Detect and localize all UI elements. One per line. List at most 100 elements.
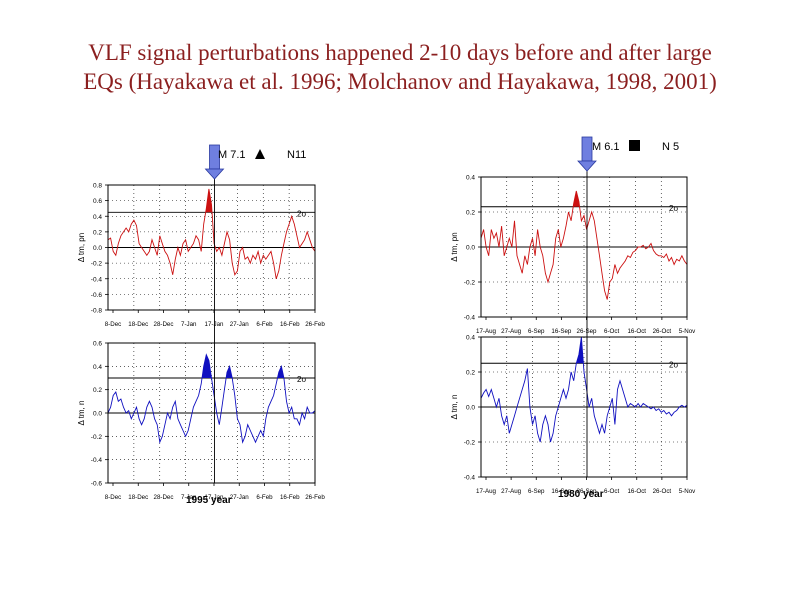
y-tick-label: 0.8 (93, 183, 102, 190)
station-label: N 5 (662, 141, 679, 153)
y-tick-label: 0.6 (93, 341, 102, 348)
threshold-label: 2σ (297, 375, 306, 384)
y-tick-label: 0.0 (466, 405, 475, 412)
x-tick-label: 27-Jan (230, 321, 249, 328)
exceedance-fill (202, 354, 212, 378)
square-icon (629, 140, 640, 151)
x-tick-label: 5-Nov (679, 488, 696, 495)
station-label: N11 (287, 149, 306, 161)
eq-magnitude-label: M 6.1 (592, 141, 620, 153)
exceedance-fill (226, 366, 233, 378)
y-tick-label: -0.2 (91, 261, 103, 268)
y-tick-label: -0.4 (464, 315, 476, 322)
x-tick-label: 16-Feb (280, 494, 300, 501)
title-line-1: VLF signal perturbations happened 2-10 d… (88, 40, 712, 65)
x-tick-label: 16-Sep (551, 328, 572, 335)
x-tick-label: 6-Sep (528, 488, 545, 495)
x-tick-label: 6-Feb (256, 494, 273, 501)
series-line (107, 188, 316, 279)
series-line (480, 336, 688, 443)
x-tick-label: 18-Dec (128, 494, 148, 501)
x-tick-label: 16-Oct (627, 328, 646, 335)
x-tick-label: 27-Aug (501, 328, 522, 335)
x-tick-label: 8-Dec (105, 494, 122, 501)
y-axis-label: Δ tm, pn (450, 232, 459, 261)
y-tick-label: -0.2 (464, 280, 476, 287)
y-tick-label: 0.4 (466, 175, 475, 182)
y-tick-label: 0.2 (466, 370, 475, 377)
eq-arrow-shaft (581, 136, 593, 162)
panel-left-bottom: 2σ 0.6 0.4 0.2 0.0 -0.2 -0.4 -0.6 Δ tm, n 8-Dec 18… (77, 341, 325, 502)
x-tick-label: 26-Oct (653, 328, 672, 335)
y-tick-label: -0.6 (91, 292, 103, 299)
exceedance-fill (277, 366, 284, 378)
y-tick-label: -0.4 (91, 276, 103, 283)
y-tick-label: 0.4 (466, 335, 475, 342)
x-tick-label: 26-Feb (305, 321, 325, 328)
series-line (107, 353, 316, 444)
x-tick-label: 26-Feb (305, 494, 325, 501)
x-tick-label: 27-Aug (501, 488, 522, 495)
y-tick-label: -0.4 (464, 475, 476, 482)
y-tick-label: -0.4 (91, 457, 103, 464)
x-tick-label: 17-Jan (205, 494, 224, 501)
panel-right-bottom: 2σ 0.4 0.2 0.0 -0.2 -0.4 Δ tm, n 17-Aug 27-Aug 6-… (450, 335, 696, 496)
year-label: 1980 year (558, 489, 604, 500)
eq-annotation: M 7.1 N11 1995 year (186, 144, 306, 506)
y-tick-label: 0.4 (93, 364, 102, 371)
y-tick-label: -0.6 (91, 481, 103, 488)
y-tick-label: 0.4 (93, 214, 102, 221)
threshold-label: 2σ (669, 360, 678, 369)
x-tick-label: 8-Dec (105, 321, 122, 328)
y-tick-label: 0.6 (93, 198, 102, 205)
eq-arrow-head (577, 160, 597, 172)
panel-right-top: 2σ 0.4 0.2 0.0 -0.2 -0.4 Δ tm, pn 17-Aug 27-Aug 6… (450, 175, 696, 336)
x-tick-label: 5-Nov (679, 328, 696, 335)
y-tick-label: 0.2 (93, 229, 102, 236)
x-tick-label: 6-Feb (256, 321, 273, 328)
threshold-label: 2σ (669, 204, 678, 213)
y-axis-label: Δ tm, n (450, 395, 459, 420)
x-tick-label: 28-Dec (154, 321, 174, 328)
title-line-2: EQs (Hayakawa et al. 1996; Molchanov and… (83, 69, 717, 94)
y-tick-label: 0.0 (466, 245, 475, 252)
x-tick-label: 7-Jan (181, 494, 197, 501)
y-tick-label: 0.2 (466, 210, 475, 217)
eq-annotation: M 6.1 N 5 1980 year (558, 136, 679, 500)
y-axis-label: Δ tm, n (77, 401, 86, 426)
eq-annotations: M 7.1 N11 1995 year M 6.1 N 5 1980 year (186, 136, 679, 506)
eq-magnitude-label: M 7.1 (218, 149, 246, 161)
x-tick-label: 26-Sep (577, 488, 598, 495)
x-tick-label: 6-Oct (604, 488, 619, 495)
x-tick-label: 6-Oct (604, 328, 619, 335)
panel-left-top: 2σ 0.8 0.6 0.4 0.2 0.0 -0.2 -0.4 -0.6 -0.8 Δ tm, p… (77, 183, 325, 329)
threshold-label: 2σ (297, 209, 306, 218)
y-tick-label: 0.0 (93, 245, 102, 252)
year-label: 1995 year (186, 495, 232, 506)
eq-arrow-head (204, 168, 225, 180)
y-tick-label: -0.2 (91, 434, 103, 441)
x-tick-label: 27-Jan (230, 494, 249, 501)
series-line (480, 190, 688, 300)
exceedance-fill (205, 188, 212, 213)
y-tick-label: 0.0 (93, 411, 102, 418)
x-tick-label: 16-Feb (280, 321, 300, 328)
x-tick-label: 26-Oct (653, 488, 672, 495)
chart-panels: 2σ 0.8 0.6 0.4 0.2 0.0 -0.2 -0.4 -0.6 -0.8 Δ tm, p… (77, 175, 696, 502)
y-tick-label: -0.2 (464, 440, 476, 447)
x-tick-label: 6-Sep (528, 328, 545, 335)
x-tick-label: 17-Aug (476, 488, 497, 495)
y-tick-label: 0.2 (93, 387, 102, 394)
x-tick-label: 16-Oct (627, 488, 646, 495)
x-tick-label: 7-Jan (181, 321, 197, 328)
exceedance-fill (573, 191, 580, 207)
triangle-icon (255, 149, 265, 159)
slide-title: VLF signal perturbations happened 2-10 d… (0, 38, 800, 96)
x-tick-label: 18-Dec (128, 321, 148, 328)
y-axis-label: Δ tm, pn (77, 233, 86, 262)
x-tick-label: 17-Aug (476, 328, 497, 335)
x-tick-label: 28-Dec (154, 494, 174, 501)
y-tick-label: -0.8 (91, 308, 103, 315)
x-tick-label: 16-Sep (551, 488, 572, 495)
